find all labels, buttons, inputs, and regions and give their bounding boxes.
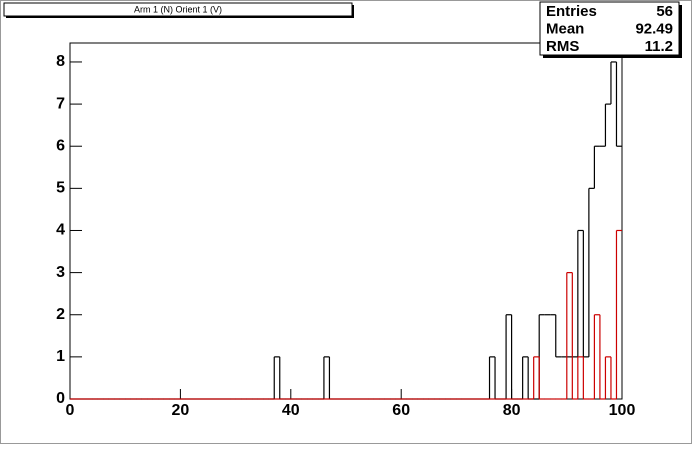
stat-label: Entries bbox=[546, 3, 597, 20]
stat-value: 56 bbox=[656, 3, 673, 20]
chart-title: Arm 1 (N) Orient 1 (V) bbox=[134, 4, 222, 14]
x-tick-label: 100 bbox=[609, 402, 636, 419]
stat-label: Mean bbox=[546, 20, 584, 37]
x-tick-label: 60 bbox=[392, 402, 410, 419]
x-tick-label: 20 bbox=[172, 402, 190, 419]
x-tick-label: 80 bbox=[503, 402, 521, 419]
stats-box bbox=[539, 1, 680, 56]
y-tick-label: 6 bbox=[56, 137, 65, 154]
y-tick-label: 8 bbox=[56, 53, 65, 70]
y-tick-label: 3 bbox=[56, 264, 65, 281]
y-tick-label: 0 bbox=[56, 390, 65, 407]
title-box bbox=[3, 2, 353, 17]
stat-value: 92.49 bbox=[635, 20, 673, 37]
y-tick-label: 1 bbox=[56, 348, 65, 365]
x-tick-label: 40 bbox=[282, 402, 300, 419]
y-tick-label: 4 bbox=[56, 222, 65, 239]
stat-label: RMS bbox=[546, 38, 579, 55]
plot-frame bbox=[69, 42, 623, 400]
y-tick-label: 7 bbox=[56, 95, 65, 112]
y-tick-label: 5 bbox=[56, 180, 65, 197]
y-tick-label: 2 bbox=[56, 306, 65, 323]
x-tick-label: 0 bbox=[66, 402, 75, 419]
stat-value: 11.2 bbox=[645, 38, 673, 55]
